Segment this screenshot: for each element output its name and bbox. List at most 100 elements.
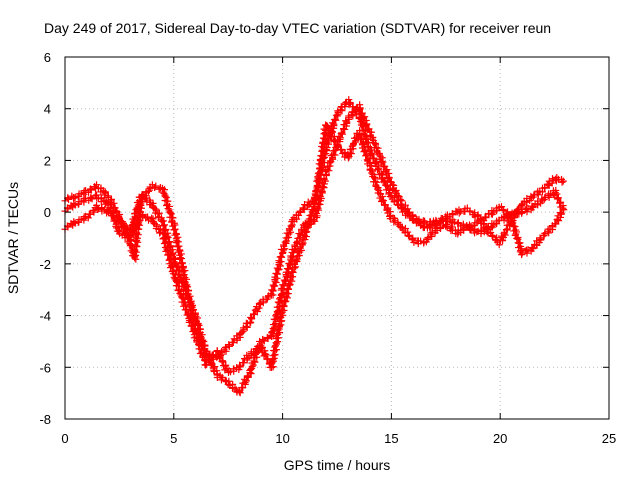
data-point (524, 204, 532, 212)
data-point (355, 106, 363, 114)
chart-title: Day 249 of 2017, Sidereal Day-to-day VTE… (44, 20, 551, 36)
data-point (357, 110, 365, 118)
data-point (500, 230, 508, 238)
data-point (138, 191, 146, 199)
data-point (244, 373, 252, 381)
data-point (379, 158, 387, 166)
data-point (277, 253, 285, 261)
data-point (524, 246, 532, 254)
data-point (243, 373, 251, 381)
data-point (200, 350, 208, 358)
data-point (274, 334, 282, 342)
data-point (347, 150, 355, 158)
data-point (187, 313, 195, 321)
data-point (278, 317, 286, 325)
data-point (536, 234, 544, 242)
data-point (346, 99, 354, 107)
data-point (302, 228, 310, 236)
data-point (176, 289, 184, 297)
data-point (304, 223, 312, 231)
x-tick-label: 5 (170, 431, 177, 446)
data-point (334, 142, 342, 150)
data-point (86, 210, 94, 218)
data-point (187, 297, 195, 305)
data-point (222, 376, 230, 384)
data-point (160, 221, 168, 229)
data-point (274, 326, 282, 334)
data-point (279, 249, 287, 257)
data-point (404, 231, 412, 239)
data-point (287, 222, 295, 230)
data-point (249, 310, 257, 318)
data-point (179, 295, 187, 303)
data-point (367, 149, 375, 157)
data-point (345, 100, 353, 108)
data-point (556, 209, 564, 217)
data-point (559, 206, 567, 214)
y-tick-label: -6 (39, 360, 51, 375)
data-point (169, 214, 177, 222)
y-axis-label: SDTVAR / TECUs (5, 182, 21, 294)
data-point (195, 341, 203, 349)
y-tick-label: 6 (44, 50, 51, 65)
data-point (483, 226, 491, 234)
data-point (166, 255, 174, 263)
y-tick-label: -2 (39, 257, 51, 272)
data-point (518, 201, 526, 209)
data-point (408, 235, 416, 243)
data-point (325, 167, 333, 175)
data-point (319, 134, 327, 142)
data-point (225, 342, 233, 350)
data-point (137, 198, 145, 206)
data-points (61, 96, 568, 397)
data-point (281, 238, 289, 246)
data-point (356, 136, 364, 144)
data-point (145, 186, 153, 194)
data-point (298, 240, 306, 248)
data-point (413, 216, 421, 224)
data-point (84, 214, 92, 222)
data-point (139, 210, 147, 218)
data-point (94, 206, 102, 214)
data-point (238, 383, 246, 391)
data-point (165, 250, 173, 258)
data-point (64, 223, 72, 231)
data-point (556, 199, 564, 207)
data-point (176, 254, 184, 262)
data-point (159, 234, 167, 242)
data-point (164, 251, 172, 259)
data-point (338, 130, 346, 138)
data-point (288, 277, 296, 285)
x-tick-label: 0 (61, 431, 68, 446)
data-point (236, 388, 244, 396)
data-point (508, 209, 516, 217)
data-point (152, 182, 160, 190)
data-point (196, 342, 204, 350)
data-point (134, 202, 142, 210)
x-axis-label: GPS time / hours (284, 457, 391, 473)
data-point (229, 339, 237, 347)
data-point (87, 186, 95, 194)
data-point (281, 277, 289, 285)
data-point (375, 151, 383, 159)
data-point (159, 222, 167, 230)
data-point (162, 193, 170, 201)
data-point (195, 321, 203, 329)
y-tick-label: -4 (39, 309, 51, 324)
data-point (378, 196, 386, 204)
data-point (166, 238, 174, 246)
data-point (541, 184, 549, 192)
data-point (317, 152, 325, 160)
data-point (93, 181, 101, 189)
data-point (248, 314, 256, 322)
x-tick-label: 15 (384, 431, 398, 446)
data-point (88, 195, 96, 203)
data-point (313, 182, 321, 190)
data-point (272, 279, 280, 287)
data-point (143, 213, 151, 221)
data-point (276, 262, 284, 270)
data-point (368, 150, 376, 158)
data-point (444, 217, 452, 225)
